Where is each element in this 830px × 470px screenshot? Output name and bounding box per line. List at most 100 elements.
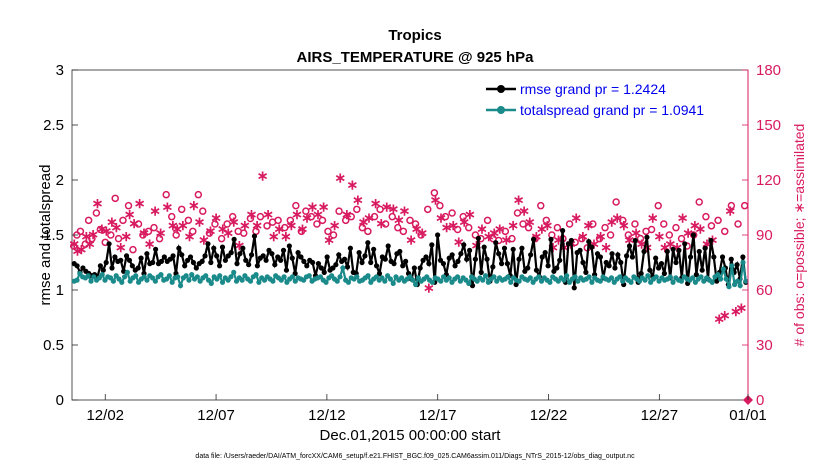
obs-possible-point — [519, 220, 527, 228]
series-point-rmse — [219, 244, 226, 250]
series-point-rmse — [228, 250, 234, 256]
series-point-rmse — [391, 261, 397, 267]
series-point-totalspread — [536, 274, 542, 280]
obs-assimilated-point: ∗ — [246, 206, 258, 222]
series-point-totalspread — [547, 279, 553, 285]
series-point-rmse — [112, 254, 118, 260]
series-point-totalspread — [119, 279, 125, 285]
obs-assimilated-point: ∗ — [363, 210, 375, 226]
obs-possible-point — [313, 220, 321, 228]
series-point-totalspread — [217, 273, 223, 279]
obs-assimilated-point: ∗ — [518, 202, 530, 218]
series-point-totalspread — [645, 273, 651, 279]
legend-marker-totalspread — [497, 106, 505, 114]
series-point-totalspread — [345, 279, 352, 285]
series-point-rmse — [516, 256, 522, 262]
series-point-rmse — [341, 256, 348, 262]
series-point-rmse — [458, 251, 464, 257]
y-right-tick-label: 0 — [756, 392, 764, 409]
obs-possible-point — [189, 227, 197, 236]
obs-assimilated-point: ∗ — [341, 206, 353, 222]
obs-assimilated-point: ∗ — [280, 228, 292, 244]
series-point-rmse — [528, 252, 534, 258]
series-point-totalspread — [289, 274, 296, 280]
series-point-totalspread — [152, 278, 158, 284]
obs-assimilated-point: ∗ — [411, 221, 423, 237]
y-right-tick-label: 150 — [756, 117, 781, 134]
obs-assimilated-point: ∗ — [72, 243, 84, 259]
series-point-totalspread — [166, 273, 172, 279]
obs-possible-point — [324, 227, 332, 236]
obs-assimilated-point: ∗ — [388, 201, 400, 217]
series-point-rmse — [231, 236, 237, 242]
series-point-rmse — [347, 245, 354, 251]
obs-possible-point — [636, 234, 645, 243]
obs-assimilated-point: ∗ — [106, 213, 118, 229]
series-point-rmse — [589, 244, 595, 250]
obs-assimilated-point: ∗ — [547, 239, 559, 255]
obs-assimilated-point: ∗ — [210, 210, 222, 226]
obs-assimilated-point: ∗ — [488, 224, 500, 240]
obs-possible-point — [263, 222, 271, 230]
obs-assimilated-point: ∗ — [323, 232, 335, 248]
series-point-rmse — [216, 263, 223, 269]
obs-possible-point — [240, 229, 248, 237]
obs-assimilated-point: ∗ — [110, 219, 122, 235]
obs-possible-point — [542, 216, 551, 225]
obs-assimilated-point: ∗ — [494, 221, 506, 237]
obs-assimilated-point: ∗ — [701, 235, 713, 251]
obs-possible-point — [453, 225, 462, 234]
series-point-rmse — [557, 257, 563, 263]
series-point-totalspread — [144, 277, 150, 283]
obs-possible-point — [624, 231, 633, 239]
series-point-rmse — [240, 245, 246, 251]
obs-possible-point — [381, 220, 390, 228]
obs-assimilated-point: ∗ — [430, 191, 442, 207]
obs-possible-point — [228, 212, 237, 221]
series-point-totalspread — [505, 274, 511, 280]
obs-assimilated-point: ∗ — [228, 213, 240, 229]
series-point-rmse — [545, 263, 551, 269]
obs-assimilated-point: ∗ — [81, 228, 93, 244]
series-point-rmse — [449, 252, 455, 258]
obs-possible-point — [211, 220, 219, 228]
obs-possible-point — [513, 209, 522, 217]
obs-assimilated-point: ∗ — [570, 210, 582, 226]
series-point-totalspread — [208, 280, 214, 286]
obs-possible-point — [537, 201, 545, 210]
obs-possible-point — [199, 207, 207, 215]
obs-assimilated-point: ∗ — [312, 206, 324, 222]
obs-assimilated-point: ∗ — [611, 210, 623, 226]
y-tick-label: 2 — [56, 172, 64, 189]
obs-assimilated-point: ∗ — [257, 168, 269, 184]
obs-assimilated-point: ∗ — [239, 217, 251, 233]
series-point-rmse — [202, 253, 208, 259]
obs-possible-point — [70, 242, 78, 250]
obs-possible-point — [388, 212, 397, 221]
obs-assimilated-point: ∗ — [447, 217, 459, 233]
obs-possible-point — [155, 234, 164, 243]
obs-assimilated-point: ∗ — [588, 235, 600, 251]
obs-possible-point — [553, 223, 562, 232]
obs-assimilated-point: ∗ — [171, 221, 183, 237]
obs-assimilated-point: ∗ — [435, 210, 447, 226]
obs-assimilated-point: ∗ — [595, 228, 607, 244]
obs-assimilated-point: ∗ — [730, 303, 742, 319]
series-point-rmse — [315, 261, 322, 267]
series-point-rmse — [629, 254, 636, 260]
series-point-rmse — [106, 241, 112, 247]
series-point-totalspread — [729, 263, 735, 269]
series-point-rmse — [222, 257, 228, 263]
obs-assimilated-point: ∗ — [291, 206, 303, 222]
obs-assimilated-point: ∗ — [553, 232, 565, 248]
series-point-totalspread — [110, 278, 116, 284]
series-point-totalspread — [85, 273, 91, 279]
obs-assimilated-point: ∗ — [347, 177, 359, 193]
series-point-rmse — [118, 257, 124, 263]
series-point-totalspread — [239, 277, 245, 283]
plot-area — [71, 69, 749, 401]
series-point-rmse — [597, 254, 604, 260]
series-point-totalspread — [281, 274, 287, 280]
y-tick-label: 1.5 — [43, 227, 64, 244]
obs-possible-point — [589, 220, 597, 228]
